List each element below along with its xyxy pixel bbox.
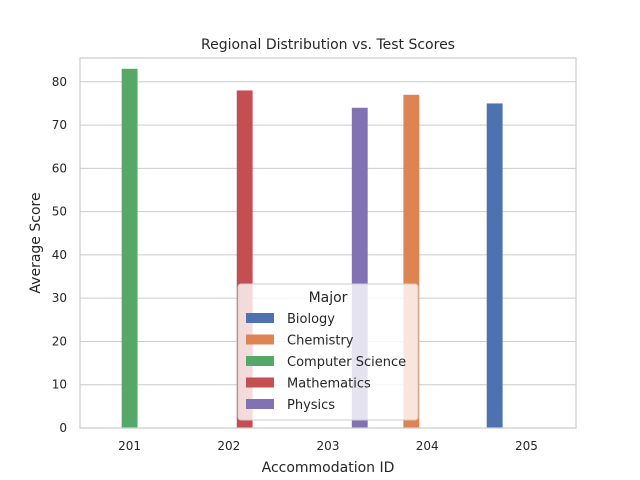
x-tick-label: 202 (217, 439, 240, 453)
chart-title: Regional Distribution vs. Test Scores (201, 37, 455, 53)
legend-label: Biology (287, 312, 335, 327)
x-tick-label: 203 (317, 439, 340, 453)
y-tick-label: 80 (52, 75, 67, 89)
x-tick-label: 205 (515, 439, 538, 453)
legend-swatch (246, 377, 274, 388)
legend-swatch (246, 313, 274, 323)
y-tick-labels: 0 10 20 30 40 50 60 70 80 (52, 75, 67, 435)
y-tick-label: 30 (52, 291, 67, 305)
legend-label: Mathematics (287, 377, 371, 392)
x-tick-labels: 201 202 203 204 205 (118, 439, 538, 453)
x-tick-label: 201 (118, 439, 141, 453)
bar (121, 68, 138, 428)
bar (486, 103, 503, 428)
y-axis-label: Average Score (28, 192, 44, 293)
legend-title: Major (309, 290, 348, 306)
legend: Major Biology Chemistry Computer Science Ma… (237, 283, 419, 421)
plot-frame (79, 57, 577, 429)
x-axis-label: Accommodation ID (262, 460, 395, 476)
legend-label: Computer Science (287, 355, 406, 370)
y-tick-label: 50 (52, 205, 67, 219)
legend-label: Chemistry (287, 334, 354, 349)
y-tick-label: 70 (52, 118, 67, 132)
y-tick-label: 0 (59, 421, 67, 435)
y-tick-label: 40 (52, 248, 67, 262)
legend-box (237, 283, 419, 421)
y-tick-label: 20 (52, 334, 67, 348)
legend-swatch (246, 334, 274, 345)
legend-swatch (246, 356, 274, 366)
x-tick-label: 204 (416, 439, 439, 453)
y-tick-label: 60 (52, 161, 67, 175)
legend-swatch (246, 399, 274, 409)
legend-label: Physics (287, 398, 335, 413)
y-tick-label: 10 (52, 378, 67, 392)
